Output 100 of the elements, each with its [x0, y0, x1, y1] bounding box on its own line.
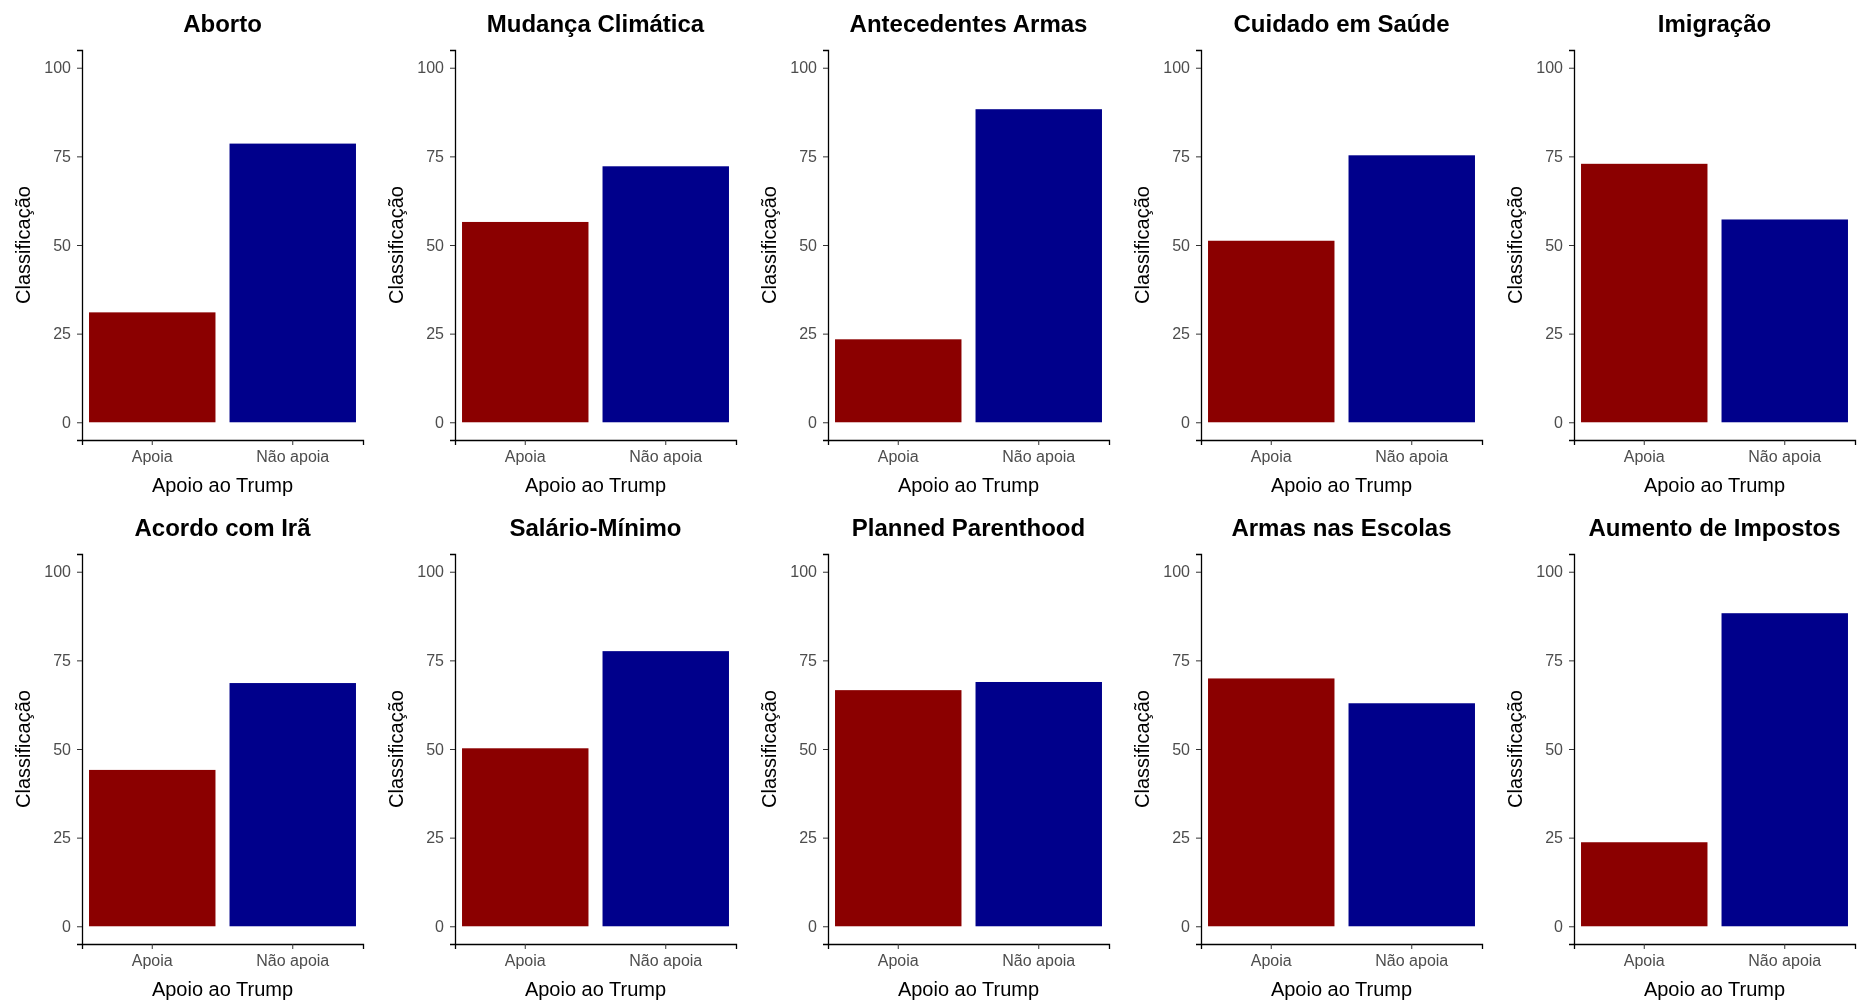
- x-tick-label: Não apoia: [256, 448, 330, 466]
- x-tick-label: Apoia: [1250, 952, 1292, 970]
- y-axis-title: Classificação: [12, 186, 34, 304]
- y-tick-label: 50: [799, 236, 818, 254]
- chart-title: Armas nas Escolas: [1231, 514, 1452, 541]
- y-tick-label: 100: [1536, 563, 1564, 581]
- y-axis-title: Classificação: [12, 690, 34, 808]
- y-tick-label: 75: [53, 147, 72, 165]
- x-axis-title: Apoio ao Trump: [1270, 474, 1413, 496]
- chart-title: Aborto: [183, 10, 262, 37]
- y-axis-title: Classificação: [385, 690, 407, 808]
- x-tick-label: Não apoia: [1375, 448, 1449, 466]
- x-axis-title: Apoio ao Trump: [1643, 978, 1786, 1000]
- chart-title: Planned Parenthood: [851, 514, 1086, 541]
- y-tick-label: 100: [1163, 59, 1191, 77]
- y-tick-label: 50: [1545, 236, 1564, 254]
- chart-title: Mudança Climática: [486, 10, 705, 37]
- x-axis-title: Apoio ao Trump: [151, 978, 294, 1000]
- y-tick-label: 0: [62, 413, 72, 431]
- y-tick-label: 0: [1181, 917, 1191, 935]
- y-tick-label: 100: [790, 563, 818, 581]
- chart-title: Antecedentes Armas: [849, 10, 1088, 37]
- y-tick-label: 25: [426, 829, 445, 847]
- x-tick-label: Apoia: [1623, 952, 1665, 970]
- y-tick-label: 25: [1545, 325, 1564, 343]
- x-tick-label: Apoia: [131, 448, 173, 466]
- y-axis-title: Classificação: [385, 186, 407, 304]
- y-tick-label: 100: [44, 563, 72, 581]
- y-tick-label: 100: [417, 563, 445, 581]
- y-tick-label: 50: [1172, 236, 1191, 254]
- x-axis-title: Apoio ao Trump: [524, 978, 667, 1000]
- y-tick-label: 50: [799, 740, 818, 758]
- y-axis-title: Classificação: [1131, 690, 1153, 808]
- x-tick-label: Não apoia: [1002, 952, 1076, 970]
- x-axis-title: Apoio ao Trump: [1643, 474, 1786, 496]
- y-tick-label: 0: [1181, 413, 1191, 431]
- chart-title: Acordo com Irã: [134, 514, 312, 541]
- y-tick-label: 0: [808, 413, 818, 431]
- y-tick-label: 75: [426, 147, 445, 165]
- y-tick-label: 75: [799, 147, 818, 165]
- y-tick-label: 100: [44, 59, 72, 77]
- y-tick-label: 75: [1172, 651, 1191, 669]
- y-tick-label: 0: [1554, 413, 1564, 431]
- y-axis-title: Classificação: [758, 186, 780, 304]
- y-axis-title: Classificação: [1131, 186, 1153, 304]
- x-axis-title: Apoio ao Trump: [151, 474, 294, 496]
- x-axis-title: Apoio ao Trump: [897, 978, 1040, 1000]
- y-tick-label: 50: [1545, 740, 1564, 758]
- y-tick-label: 50: [426, 236, 445, 254]
- y-tick-label: 25: [799, 829, 818, 847]
- y-tick-label: 50: [53, 740, 72, 758]
- x-tick-label: Não apoia: [1748, 952, 1822, 970]
- y-tick-label: 75: [1545, 147, 1564, 165]
- y-tick-label: 50: [1172, 740, 1191, 758]
- y-tick-label: 0: [435, 917, 445, 935]
- x-tick-label: Não apoia: [629, 448, 703, 466]
- y-axis-title: Classificação: [1504, 690, 1526, 808]
- y-tick-label: 25: [53, 829, 72, 847]
- chart-title: Aumento de Impostos: [1588, 514, 1841, 541]
- x-axis-title: Apoio ao Trump: [524, 474, 667, 496]
- y-axis-title: Classificação: [1504, 186, 1526, 304]
- y-tick-label: 25: [1545, 829, 1564, 847]
- x-tick-label: Não apoia: [256, 952, 330, 970]
- y-tick-label: 100: [417, 59, 445, 77]
- y-axis-title: Classificação: [758, 690, 780, 808]
- y-tick-label: 0: [62, 917, 72, 935]
- chart-title: Imigração: [1657, 10, 1772, 37]
- y-tick-label: 75: [1172, 147, 1191, 165]
- y-tick-label: 50: [53, 236, 72, 254]
- x-tick-label: Apoia: [877, 448, 919, 466]
- x-tick-label: Apoia: [1623, 448, 1665, 466]
- y-tick-label: 25: [799, 325, 818, 343]
- x-tick-label: Apoia: [877, 952, 919, 970]
- y-tick-label: 75: [799, 651, 818, 669]
- x-tick-label: Não apoia: [1002, 448, 1076, 466]
- x-tick-label: Apoia: [504, 952, 546, 970]
- x-tick-label: Não apoia: [629, 952, 703, 970]
- x-tick-label: Apoia: [1250, 448, 1292, 466]
- y-tick-label: 25: [426, 325, 445, 343]
- y-tick-label: 75: [1545, 651, 1564, 669]
- y-tick-label: 100: [790, 59, 818, 77]
- x-tick-label: Apoia: [504, 448, 546, 466]
- x-axis-title: Apoio ao Trump: [897, 474, 1040, 496]
- y-tick-label: 100: [1536, 59, 1564, 77]
- y-tick-label: 25: [1172, 325, 1191, 343]
- y-tick-label: 0: [1554, 917, 1564, 935]
- y-tick-label: 75: [426, 651, 445, 669]
- x-tick-label: Apoia: [131, 952, 173, 970]
- chart-title: Cuidado em Saúde: [1233, 10, 1450, 37]
- x-tick-label: Não apoia: [1375, 952, 1449, 970]
- y-tick-label: 0: [435, 413, 445, 431]
- y-tick-label: 25: [1172, 829, 1191, 847]
- chart-title: Salário-Mínimo: [509, 514, 682, 541]
- y-tick-label: 25: [53, 325, 72, 343]
- y-tick-label: 50: [426, 740, 445, 758]
- y-tick-label: 100: [1163, 563, 1191, 581]
- y-tick-label: 75: [53, 651, 72, 669]
- x-axis-title: Apoio ao Trump: [1270, 978, 1413, 1000]
- y-tick-label: 0: [808, 917, 818, 935]
- x-tick-label: Não apoia: [1748, 448, 1822, 466]
